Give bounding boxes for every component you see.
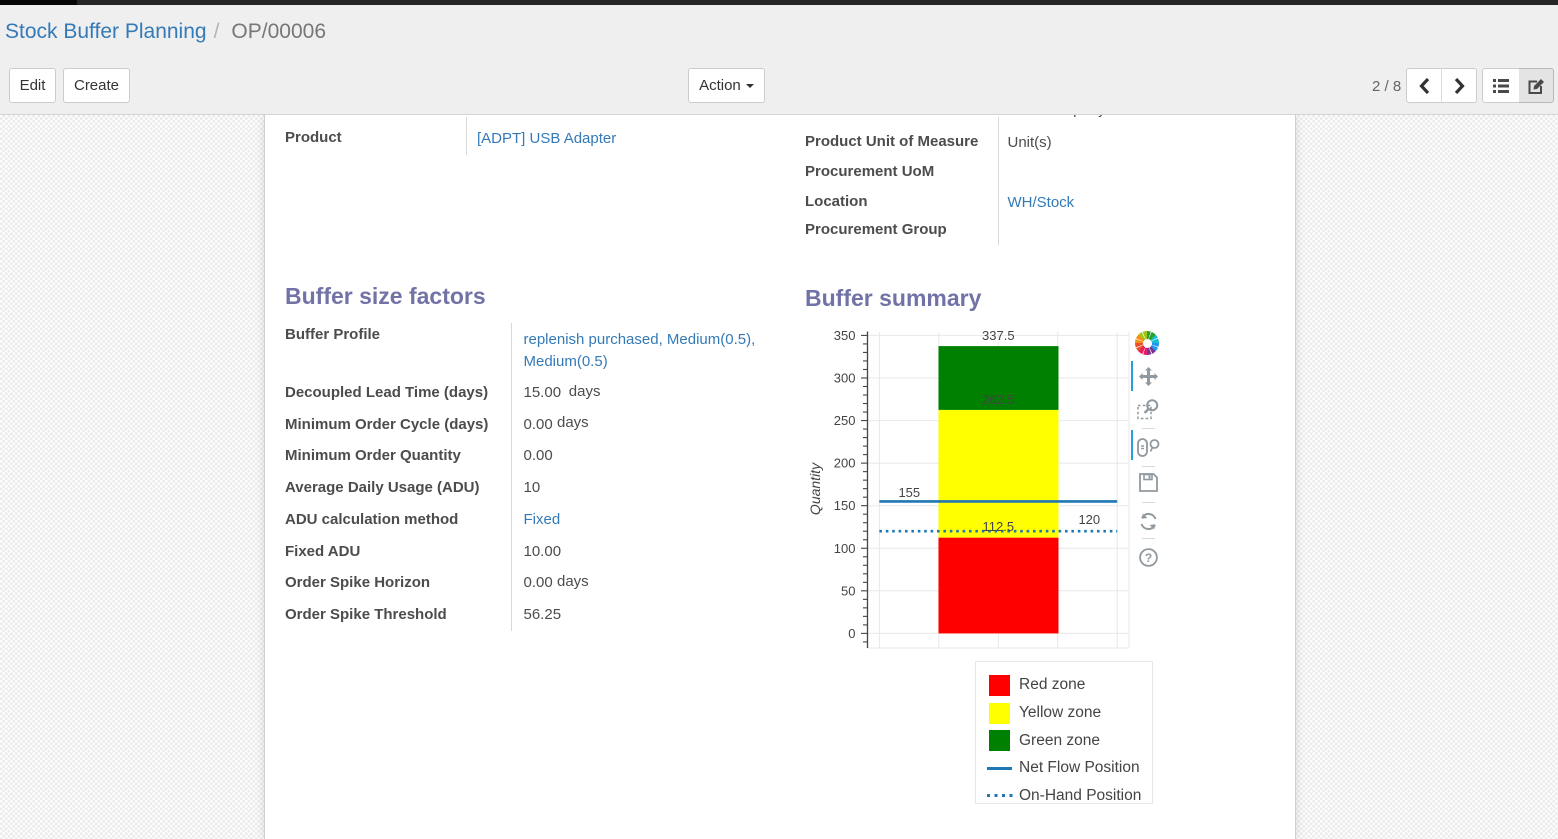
svg-text:150: 150 (834, 498, 856, 513)
svg-text:?: ? (1145, 551, 1152, 565)
svg-text:155: 155 (898, 485, 920, 500)
svg-text:50: 50 (841, 583, 855, 598)
svg-text:Quantity: Quantity (807, 462, 823, 515)
svg-text:120: 120 (1078, 512, 1100, 527)
svg-text:200: 200 (834, 456, 856, 471)
svg-text:337.5: 337.5 (982, 328, 1015, 343)
svg-text:250: 250 (834, 413, 856, 428)
svg-text:262.5: 262.5 (982, 392, 1015, 407)
svg-text:112.5: 112.5 (983, 519, 1015, 534)
svg-text:100: 100 (834, 541, 856, 556)
svg-text:0: 0 (848, 626, 855, 641)
svg-text:350: 350 (834, 328, 856, 343)
svg-text:300: 300 (834, 370, 856, 385)
